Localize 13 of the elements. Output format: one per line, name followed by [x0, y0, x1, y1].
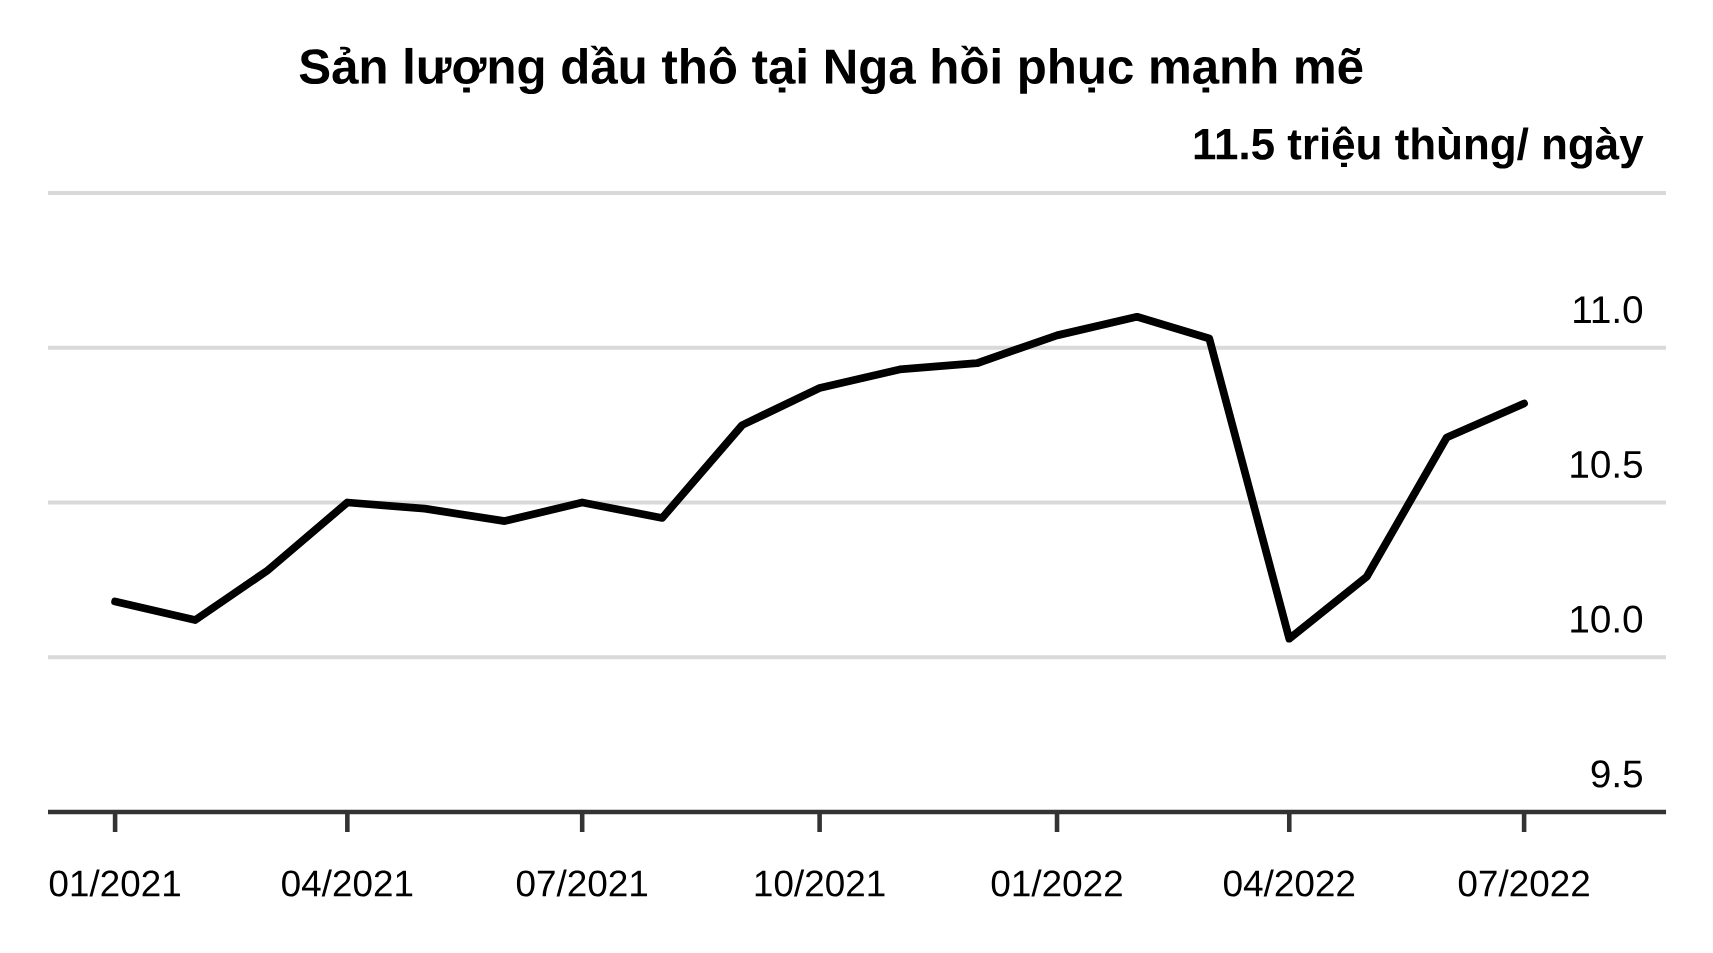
y-tick-label: 11.5 triệu thùng/ ngày: [1194, 126, 1644, 169]
x-tick-label: 04/2021: [282, 869, 413, 897]
x-tick-label: 01/2021: [49, 869, 180, 897]
x-tick-label: 07/2022: [1458, 869, 1589, 897]
x-tick-label: 04/2022: [1224, 869, 1355, 897]
y-tick-label: 10.0: [1571, 605, 1643, 633]
y-tick-label: 9.5: [1591, 760, 1642, 788]
x-tick-label: 01/2022: [991, 869, 1122, 897]
y-tick-label: 11.0: [1574, 295, 1643, 324]
x-tick-label: 07/2021: [516, 869, 648, 897]
chart-title: Sản lượng dầu thô tại Nga hồi phục mạnh mẽ: [299, 45, 1363, 95]
x-tick-label: 10/2021: [755, 869, 885, 897]
y-tick-label: 10.5: [1571, 450, 1642, 479]
